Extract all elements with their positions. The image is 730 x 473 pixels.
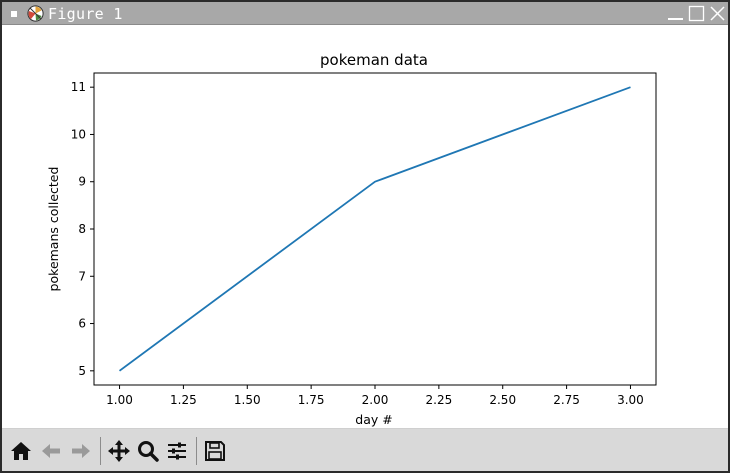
window-menu-icon[interactable] (11, 11, 17, 17)
maximize-icon[interactable] (688, 5, 705, 22)
toolbar-separator (100, 437, 101, 465)
toolbar-separator (196, 437, 197, 465)
window-title: Figure 1 (48, 5, 123, 23)
line-chart: pokeman data 1.00 1.25 1.50 1.75 2.00 2.25 2.5… (46, 51, 657, 427)
y-tick-label: 6 (78, 317, 86, 331)
forward-arrow-icon[interactable] (69, 439, 93, 463)
x-tick-label: 2.75 (553, 393, 580, 407)
x-axis-label: day # (355, 412, 392, 427)
x-tick-label: 1.50 (234, 393, 261, 407)
back-arrow-icon[interactable] (39, 439, 63, 463)
y-axis-label: pokemans collected (46, 167, 61, 292)
y-tick-label: 8 (78, 222, 86, 236)
zoom-icon[interactable] (136, 439, 160, 463)
x-tick-label: 2.00 (362, 393, 389, 407)
y-tick-label: 5 (78, 364, 86, 378)
plot-area (93, 72, 657, 386)
close-icon[interactable] (709, 5, 726, 22)
home-icon[interactable] (9, 439, 33, 463)
y-tick-label: 9 (78, 175, 86, 189)
x-tick-label: 2.50 (489, 393, 516, 407)
title-bar[interactable]: Figure 1 (2, 2, 728, 25)
y-tick-label: 10 (71, 127, 86, 141)
chart-title: pokeman data (320, 51, 428, 69)
subplots-icon[interactable] (165, 439, 189, 463)
x-tick-label: 1.75 (298, 393, 325, 407)
x-axis: 1.00 1.25 1.50 1.75 2.00 2.25 2.50 2.75 3.00 (106, 385, 644, 407)
y-axis: 5 6 7 8 9 10 11 (71, 80, 94, 378)
series-line (118, 86, 631, 372)
minimize-icon[interactable] (667, 5, 684, 22)
x-tick-label: 2.25 (426, 393, 453, 407)
save-icon[interactable] (203, 439, 227, 463)
matplotlib-app-icon (27, 5, 44, 22)
y-tick-label: 7 (78, 269, 86, 283)
figure-canvas[interactable]: pokeman data 1.00 1.25 1.50 1.75 2.00 2.25 2.5… (2, 25, 728, 428)
x-tick-label: 1.25 (170, 393, 197, 407)
x-tick-label: 3.00 (617, 393, 644, 407)
x-tick-label: 1.00 (106, 393, 133, 407)
y-tick-label: 11 (71, 80, 86, 94)
pan-icon[interactable] (107, 439, 131, 463)
navigation-toolbar (2, 428, 728, 471)
